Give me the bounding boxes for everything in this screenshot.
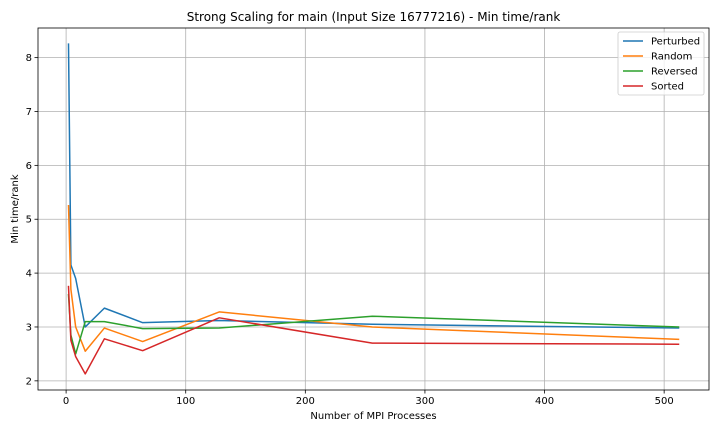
x-tick-label: 100	[176, 396, 195, 407]
plot-frame	[37, 27, 710, 391]
chart-title: Strong Scaling for main (Input Size 1677…	[187, 10, 561, 24]
legend-frame	[617, 31, 705, 96]
x-tick-label: 200	[296, 396, 315, 407]
y-tick-label: 2	[26, 376, 32, 387]
legend-label-sorted: Sorted	[651, 82, 684, 93]
x-axis-label: Number of MPI Processes	[310, 411, 436, 422]
y-tick-label: 8	[26, 53, 32, 64]
series-line-perturbed	[67, 43, 680, 329]
series-line-random	[67, 204, 680, 352]
y-tick-label: 5	[26, 215, 32, 226]
legend: Perturbed Random Reversed Sorted	[617, 31, 705, 96]
x-tick-label: 500	[655, 396, 674, 407]
y-tick-label: 7	[26, 107, 32, 118]
x-tick-label: 300	[415, 396, 434, 407]
legend-label-perturbed: Perturbed	[651, 37, 700, 48]
y-tick-label: 6	[26, 161, 32, 172]
y-tick-label: 4	[26, 269, 32, 280]
series-line-reversed	[67, 293, 680, 355]
grid	[38, 28, 709, 390]
series-line-sorted	[67, 285, 680, 375]
x-tick-label: 400	[535, 396, 554, 407]
x-tick-label: 0	[63, 396, 69, 407]
series-lines	[67, 43, 680, 375]
y-axis-label: Min time/rank	[10, 174, 21, 243]
y-axis-ticks: 2 3 4 5 6 7 8	[26, 53, 38, 387]
legend-label-random: Random	[651, 52, 692, 63]
y-tick-label: 3	[26, 322, 32, 333]
x-axis-ticks: 0 100 200 300 400 500	[63, 390, 674, 407]
legend-label-reversed: Reversed	[651, 67, 698, 78]
